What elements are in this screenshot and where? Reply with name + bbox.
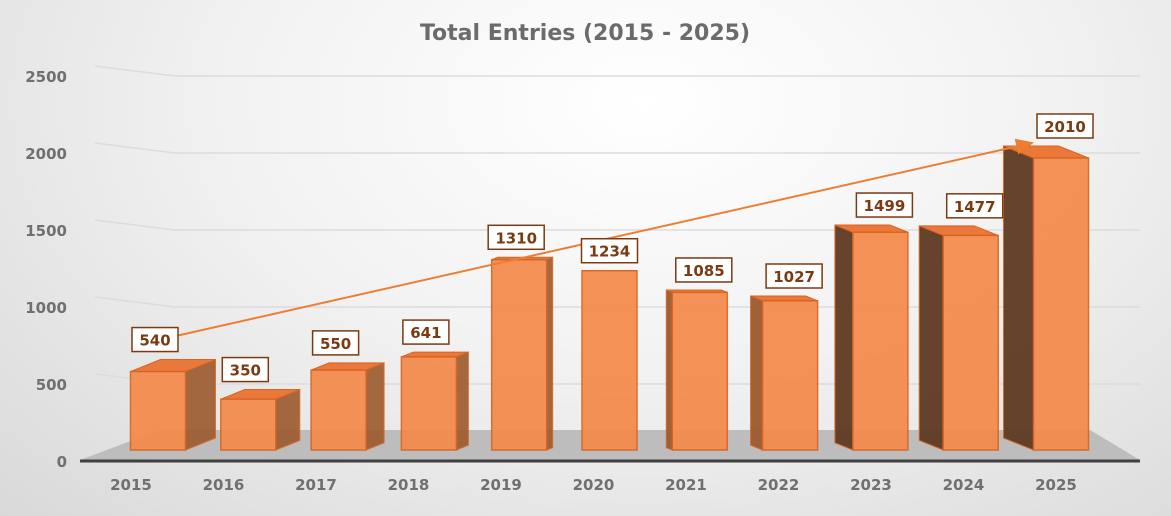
data-label: 1310 <box>487 224 545 251</box>
y-tick-label: 2500 <box>25 68 67 86</box>
bar-2016 <box>220 388 301 451</box>
data-label: 550 <box>311 330 360 356</box>
x-tick-label: 2021 <box>665 476 707 494</box>
chart-title: Total Entries (2015 - 2025) <box>420 21 750 46</box>
bar-2022 <box>750 295 819 451</box>
data-label-text: 1085 <box>683 262 725 280</box>
data-label: 1027 <box>765 263 823 289</box>
bar-front <box>310 369 367 451</box>
data-label-box <box>855 192 914 218</box>
data-label-box <box>487 224 545 251</box>
data-label: 1499 <box>855 192 914 218</box>
bar-side <box>275 388 301 451</box>
bar-front <box>942 234 999 451</box>
bar-side <box>665 289 673 451</box>
y-tick-label: 500 <box>36 376 67 394</box>
bar-front <box>490 258 548 451</box>
data-label: 2010 <box>1036 113 1094 139</box>
x-tick-label: 2022 <box>758 476 800 494</box>
data-label-text: 2010 <box>1044 118 1086 136</box>
data-label-text: 540 <box>139 332 170 350</box>
bar-2015 <box>129 358 216 451</box>
x-tick-label: 2023 <box>850 476 892 494</box>
bar-2018 <box>400 351 469 451</box>
data-label-box <box>131 326 179 353</box>
bar-2021 <box>665 289 729 451</box>
bar-2025 <box>1003 145 1090 451</box>
data-label-text: 1234 <box>589 243 631 261</box>
data-label-text: 1027 <box>773 268 815 286</box>
x-tick-label: 2016 <box>203 476 245 494</box>
data-label-text: 350 <box>230 362 261 380</box>
gridline <box>94 219 1140 231</box>
data-label-text: 641 <box>410 324 441 342</box>
bar-front <box>220 398 277 451</box>
bar-front <box>400 356 458 451</box>
bar-front <box>671 291 729 451</box>
data-label: 1085 <box>675 257 733 283</box>
bar-2024 <box>918 225 999 451</box>
x-tick-label: 2017 <box>295 476 337 494</box>
y-tick-label: 0 <box>57 453 67 471</box>
bar-side <box>546 256 554 451</box>
bar-front <box>129 370 187 451</box>
bar-side <box>365 362 385 451</box>
bar-side <box>455 351 469 451</box>
gridline <box>94 65 1140 77</box>
data-label-box <box>402 319 450 345</box>
bar-side <box>1003 145 1034 451</box>
bar-side <box>185 358 216 451</box>
gridline <box>94 142 1140 154</box>
data-label-box <box>580 237 639 264</box>
x-tick-label: 2018 <box>388 476 430 494</box>
data-label: 641 <box>402 319 450 345</box>
x-tick-label: 2025 <box>1035 476 1077 494</box>
x-tick-label: 2019 <box>480 476 522 494</box>
data-label-box <box>1036 113 1094 139</box>
data-label-text: 1477 <box>954 198 996 216</box>
data-label-box <box>945 193 1004 219</box>
data-label: 1234 <box>580 237 639 264</box>
y-tick-label: 1500 <box>25 222 67 240</box>
y-tick-label: 1000 <box>25 299 67 317</box>
bar-2023 <box>834 224 909 451</box>
x-tick-label: 2015 <box>110 476 152 494</box>
bar-front <box>761 300 819 451</box>
bar-2017 <box>310 362 385 451</box>
data-label-box <box>675 257 733 283</box>
bar-2019 <box>490 256 554 451</box>
data-label: 540 <box>131 326 179 353</box>
y-tick-label: 2000 <box>25 145 67 163</box>
bar-side <box>918 225 944 451</box>
data-label-text: 1499 <box>864 197 906 215</box>
bar-side <box>834 224 854 451</box>
data-label: 350 <box>221 356 270 383</box>
data-label-box <box>221 356 270 383</box>
x-tick-label: 2020 <box>573 476 615 494</box>
data-label-box <box>311 330 360 356</box>
bar-front <box>852 231 909 451</box>
data-label: 1477 <box>945 193 1004 219</box>
data-label-box <box>765 263 823 289</box>
bar-front <box>581 269 638 451</box>
bar-2020 <box>581 269 638 451</box>
data-label-text: 1310 <box>495 229 537 247</box>
x-tick-label: 2024 <box>943 476 985 494</box>
bar-front <box>1032 157 1090 451</box>
bar-side <box>750 295 764 451</box>
data-label-text: 550 <box>320 335 351 353</box>
